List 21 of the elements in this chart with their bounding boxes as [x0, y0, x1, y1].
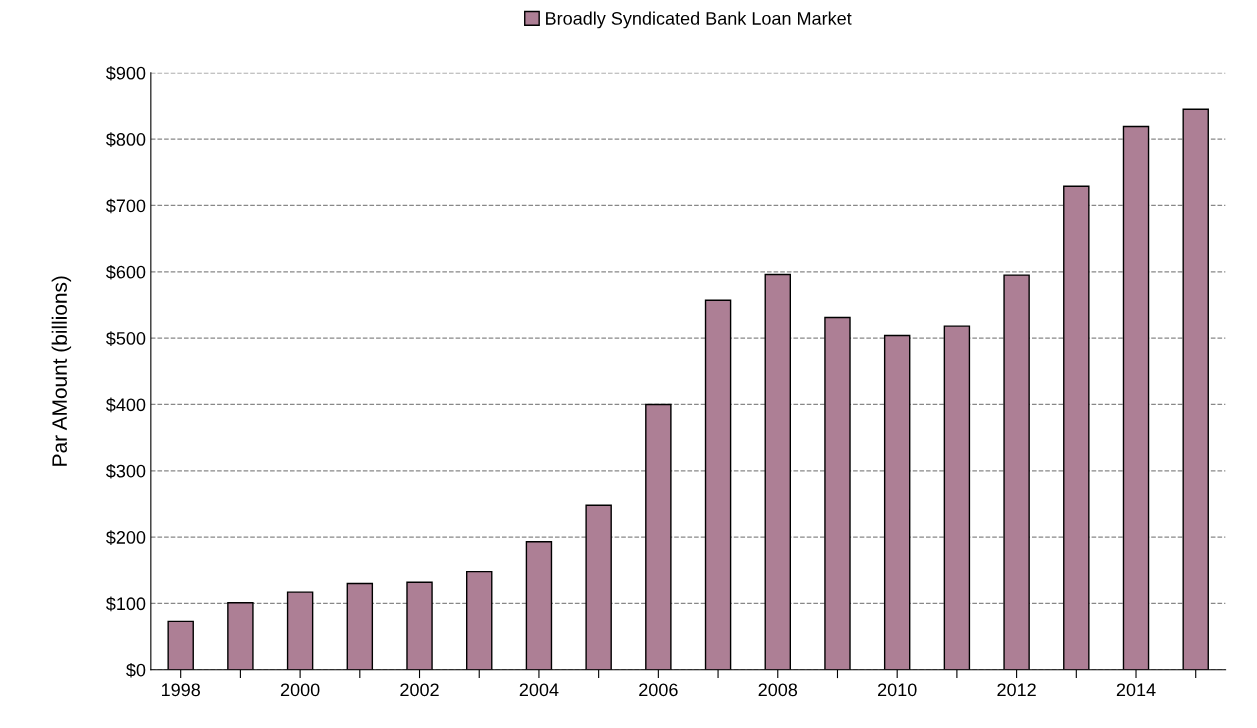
legend-label: Broadly Syndicated Bank Loan Market — [546, 11, 852, 29]
x-tick-label: 2004 — [519, 683, 559, 697]
y-tick-label: $400 — [106, 397, 146, 413]
x-tick-label: 2014 — [1116, 683, 1156, 697]
x-tick-label: 2000 — [280, 683, 320, 697]
y-tick-label: $500 — [106, 331, 146, 346]
x-tick-label: 2002 — [400, 683, 439, 697]
y-tick-label: $900 — [106, 65, 146, 81]
y-tick-label: $100 — [106, 596, 146, 612]
y-tick-label: $600 — [106, 264, 146, 280]
y-tick-label: $0 — [126, 662, 146, 678]
x-tick-label: 2006 — [639, 683, 678, 697]
x-tick-label: 2010 — [878, 683, 917, 697]
x-tick-label: 2008 — [758, 683, 798, 697]
x-tick-label: 1998 — [161, 683, 200, 697]
y-tick-label: $700 — [106, 198, 146, 214]
y-axis-title: Par AMount (billions) — [51, 276, 72, 466]
y-tick-label: $800 — [106, 132, 146, 147]
y-tick-label: $300 — [106, 463, 146, 479]
y-tick-label: $200 — [106, 530, 146, 545]
x-tick-label: 2012 — [997, 683, 1036, 697]
